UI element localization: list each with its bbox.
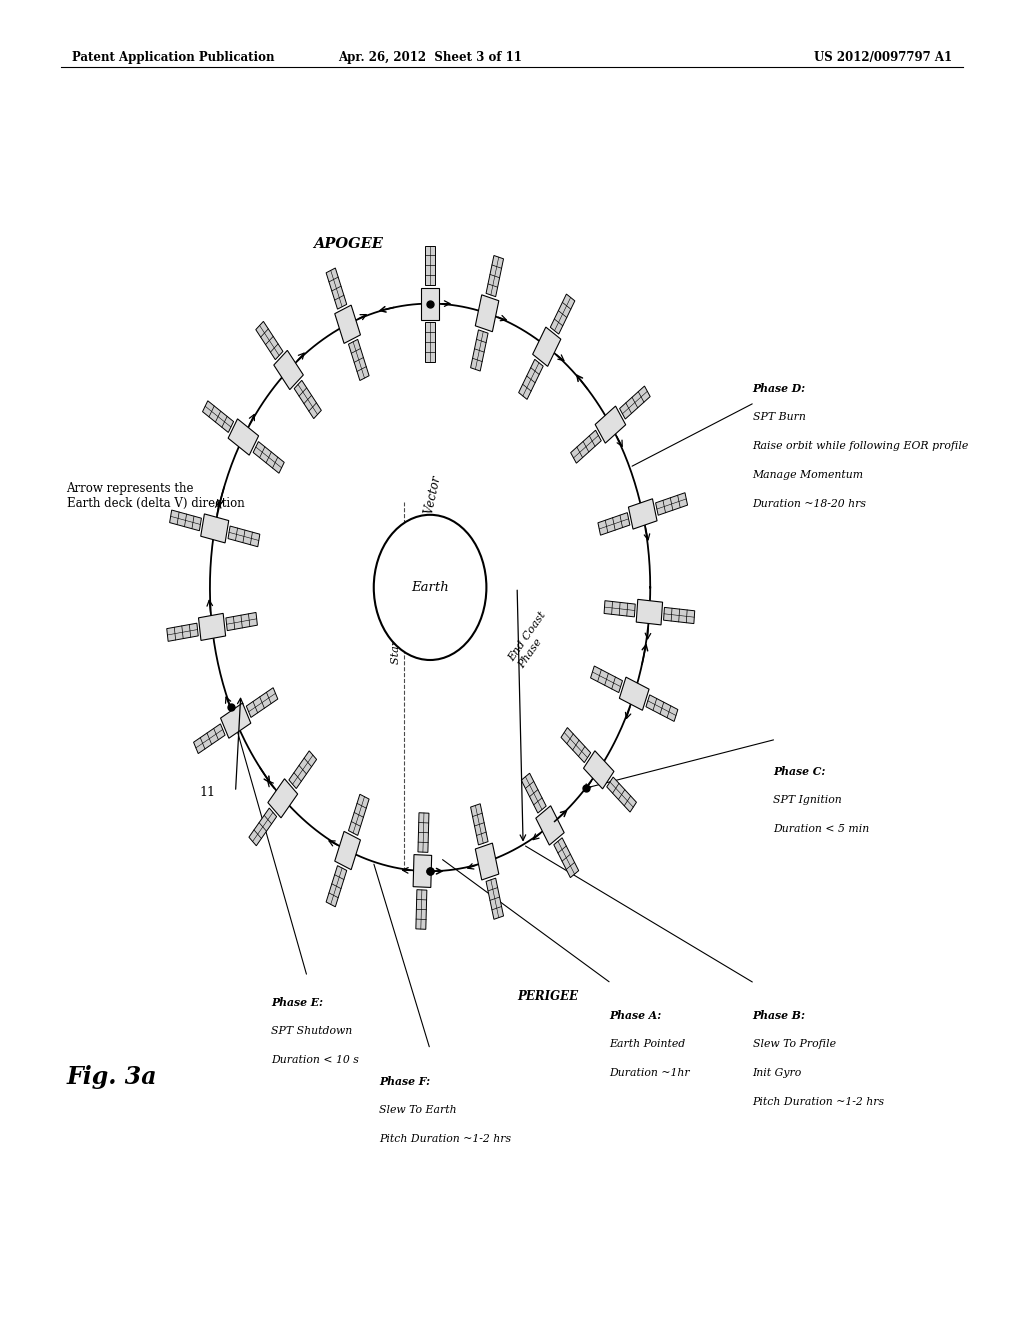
Polygon shape [550, 294, 574, 334]
Text: Phase B:: Phase B: [753, 1010, 806, 1020]
Polygon shape [486, 878, 504, 919]
Polygon shape [521, 774, 546, 813]
Polygon shape [646, 694, 678, 722]
Text: Patent Application Publication: Patent Application Publication [72, 51, 274, 65]
Text: Phase A:: Phase A: [609, 1010, 662, 1020]
Polygon shape [655, 492, 687, 515]
Polygon shape [226, 612, 257, 631]
Polygon shape [532, 327, 561, 367]
Polygon shape [664, 607, 694, 623]
Polygon shape [203, 401, 233, 433]
Polygon shape [570, 430, 601, 463]
Polygon shape [335, 832, 360, 870]
Polygon shape [416, 890, 427, 929]
Polygon shape [607, 777, 637, 812]
Polygon shape [167, 623, 199, 642]
Text: Phase E:: Phase E: [271, 997, 324, 1007]
Polygon shape [220, 704, 251, 738]
Polygon shape [348, 795, 369, 836]
Text: Manage Momentum: Manage Momentum [753, 470, 864, 480]
Polygon shape [486, 256, 504, 297]
Polygon shape [591, 667, 623, 693]
Polygon shape [561, 727, 591, 763]
Text: SPT Ignition: SPT Ignition [773, 795, 842, 805]
Polygon shape [194, 723, 225, 754]
Polygon shape [326, 268, 347, 309]
Polygon shape [471, 804, 488, 845]
Text: End Coast
Phase: End Coast Phase [507, 610, 558, 671]
Polygon shape [475, 843, 499, 880]
Text: Fig. 3a: Fig. 3a [67, 1065, 157, 1089]
Polygon shape [636, 599, 663, 624]
Text: SPT Burn: SPT Burn [753, 412, 806, 422]
Polygon shape [536, 805, 564, 845]
Text: PERIGEE: PERIGEE [517, 990, 579, 1003]
Polygon shape [629, 499, 657, 529]
Polygon shape [620, 385, 650, 418]
Text: Apr. 26, 2012  Sheet 3 of 11: Apr. 26, 2012 Sheet 3 of 11 [338, 51, 522, 65]
Text: Slew To Earth: Slew To Earth [379, 1105, 457, 1115]
Text: Arrow represents the
Earth deck (delta V) direction: Arrow represents the Earth deck (delta V… [67, 482, 245, 510]
Polygon shape [201, 513, 228, 543]
Polygon shape [253, 442, 285, 474]
Polygon shape [584, 751, 614, 789]
Text: Earth: Earth [412, 581, 449, 594]
Text: Duration ~18-20 hrs: Duration ~18-20 hrs [753, 499, 866, 510]
Polygon shape [418, 813, 429, 853]
Polygon shape [294, 380, 322, 418]
Polygon shape [518, 359, 543, 400]
Polygon shape [413, 854, 432, 887]
Text: Init Gyro: Init Gyro [753, 1068, 802, 1078]
Polygon shape [247, 688, 278, 718]
Polygon shape [425, 322, 435, 362]
Text: Pitch Duration ~1-2 hrs: Pitch Duration ~1-2 hrs [379, 1134, 511, 1144]
Text: Phase C:: Phase C: [773, 766, 825, 776]
Polygon shape [348, 339, 369, 380]
Polygon shape [289, 751, 316, 788]
Polygon shape [475, 294, 499, 331]
Text: Pitch Duration ~1-2 hrs: Pitch Duration ~1-2 hrs [753, 1097, 885, 1107]
Text: Duration < 10 s: Duration < 10 s [271, 1055, 359, 1065]
Polygon shape [421, 288, 439, 319]
Text: Earth Pointed: Earth Pointed [609, 1039, 685, 1049]
Polygon shape [170, 510, 202, 531]
Polygon shape [256, 321, 283, 359]
Polygon shape [425, 246, 435, 285]
Text: Start Coast Phase: Start Coast Phase [391, 564, 401, 664]
Circle shape [374, 515, 486, 660]
Text: Phase D:: Phase D: [753, 383, 806, 393]
Polygon shape [554, 838, 579, 878]
Text: Raise orbit while following EOR profile: Raise orbit while following EOR profile [753, 441, 969, 451]
Text: Duration ~1hr: Duration ~1hr [609, 1068, 690, 1078]
Text: Duration < 5 min: Duration < 5 min [773, 824, 869, 834]
Text: Slew To Profile: Slew To Profile [753, 1039, 836, 1049]
Polygon shape [471, 330, 488, 371]
Text: APOGEE: APOGEE [313, 236, 383, 251]
Polygon shape [228, 418, 259, 455]
Text: US 2012/0097797 A1: US 2012/0097797 A1 [814, 51, 952, 65]
Polygon shape [335, 305, 360, 343]
Polygon shape [228, 527, 260, 546]
Polygon shape [273, 350, 303, 389]
Polygon shape [595, 407, 626, 444]
Text: Phase F:: Phase F: [379, 1076, 430, 1086]
Text: SPT Shutdown: SPT Shutdown [271, 1026, 352, 1036]
Polygon shape [604, 601, 635, 616]
Polygon shape [249, 808, 276, 846]
Polygon shape [326, 866, 347, 907]
Text: Sun Vector: Sun Vector [417, 475, 443, 541]
Polygon shape [268, 779, 298, 818]
Polygon shape [199, 614, 225, 640]
Polygon shape [620, 677, 649, 710]
Polygon shape [598, 512, 630, 535]
Text: 11: 11 [199, 785, 215, 799]
